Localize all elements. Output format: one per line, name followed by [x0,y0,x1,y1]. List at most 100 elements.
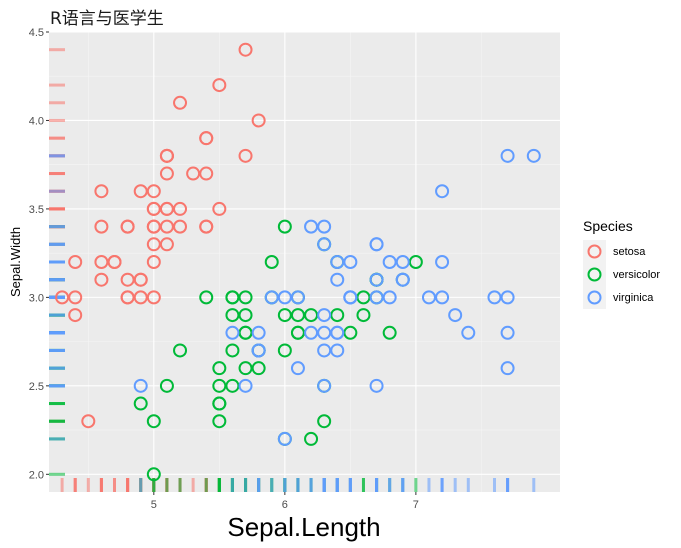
x-axis-ticks: 5 6 7 [151,492,419,511]
data-point-setosa [68,255,83,269]
data-point-virginica [500,148,515,163]
data-point-virginica [317,325,332,340]
data-point-virginica [448,308,463,323]
data-point-versicolor [264,255,279,269]
data-point-virginica [277,290,292,305]
data-point-versicolor [356,290,371,305]
data-point-setosa [199,219,214,234]
data-point-setosa [238,148,253,163]
y-tick-label: 4.5 [29,27,44,39]
data-point-virginica [369,290,384,305]
data-point-versicolor [238,290,253,305]
data-point-virginica [277,431,292,446]
data-point-versicolor [304,431,319,446]
data-point-virginica [304,219,319,234]
y-tick-label: 3.0 [29,292,44,304]
data-point-setosa [199,166,214,181]
x-axis-title: Sepal.Length [227,512,380,542]
y-tick-label: 4.0 [29,115,44,127]
legend: Species setosa versicolor virginica [583,218,660,309]
data-point-setosa [133,272,148,287]
x-tick-label: 7 [413,499,419,511]
data-point-virginica [343,255,358,269]
y-tick-label: 2.5 [29,381,44,393]
data-point-virginica [500,290,515,305]
data-point-versicolor [225,343,240,358]
data-point-virginica [225,325,240,340]
data-point-virginica [251,325,266,340]
data-point-versicolor [212,378,227,393]
data-point-virginica [330,325,345,340]
data-point-virginica [317,219,332,234]
data-point-virginica [251,343,266,358]
data-point-virginica [317,378,332,393]
data-point-versicolor [277,308,292,323]
data-point-versicolor [238,361,253,376]
data-point-versicolor [225,290,240,305]
data-point-versicolor [382,325,397,340]
data-point-versicolor [225,378,240,393]
legend-symbol-virginica [587,290,602,305]
data-point-setosa [133,290,148,305]
x-tick-label: 5 [151,499,157,511]
data-point-setosa [212,201,227,216]
data-point-setosa [159,166,174,181]
data-point-setosa [173,95,188,110]
data-point-versicolor [238,308,253,323]
data-point-virginica [369,378,384,393]
data-point-versicolor [251,361,266,376]
data-point-setosa [120,290,135,305]
x-tick-label: 6 [282,499,288,511]
y-tick-label: 3.5 [29,204,44,216]
data-point-setosa [159,237,174,252]
legend-title: Species [583,218,633,234]
data-point-setosa [159,219,174,234]
data-point-setosa [173,219,188,234]
data-point-versicolor [317,414,332,429]
data-point-virginica [500,325,515,340]
data-point-versicolor [212,396,227,411]
data-point-virginica [395,255,410,269]
data-point-setosa [107,255,122,269]
data-point-setosa [159,201,174,216]
data-point-versicolor [343,325,358,340]
data-point-virginica [435,255,450,269]
data-point-versicolor [408,255,423,269]
data-point-setosa [146,237,161,252]
data-point-versicolor [199,290,214,305]
legend-symbol-versicolor [587,267,602,282]
data-point-virginica [290,290,305,305]
data-point-virginica [238,378,253,393]
data-point-virginica [382,290,397,305]
legend-key-setosa [583,240,606,263]
data-point-virginica [369,272,384,287]
data-point-virginica [343,290,358,305]
data-point-setosa [186,166,201,181]
data-point-virginica [330,255,345,269]
data-point-versicolor [212,361,227,376]
data-point-versicolor [238,325,253,340]
legend-label-versicolor: versicolor [613,269,660,281]
data-point-setosa [120,272,135,287]
data-point-setosa [68,308,83,323]
data-point-versicolor [330,308,345,323]
data-point-virginica [461,325,476,340]
data-point-versicolor [304,308,319,323]
data-point-setosa [146,219,161,234]
data-point-setosa [238,42,253,57]
data-point-setosa [81,414,96,429]
legend-symbol-setosa [587,244,602,259]
data-point-versicolor [212,414,227,429]
data-point-virginica [317,237,332,252]
legend-key-virginica [583,286,606,309]
y-axis-title: Sepal.Width [8,227,23,297]
data-point-virginica [369,237,384,252]
data-point-setosa [94,219,109,234]
data-point-virginica [330,272,345,287]
data-point-setosa [199,131,214,146]
data-point-versicolor [356,308,371,323]
chart-title: R语言与医学生 [50,9,164,29]
data-point-versicolor [290,325,305,340]
data-point-setosa [146,255,161,269]
data-point-versicolor [146,467,161,482]
